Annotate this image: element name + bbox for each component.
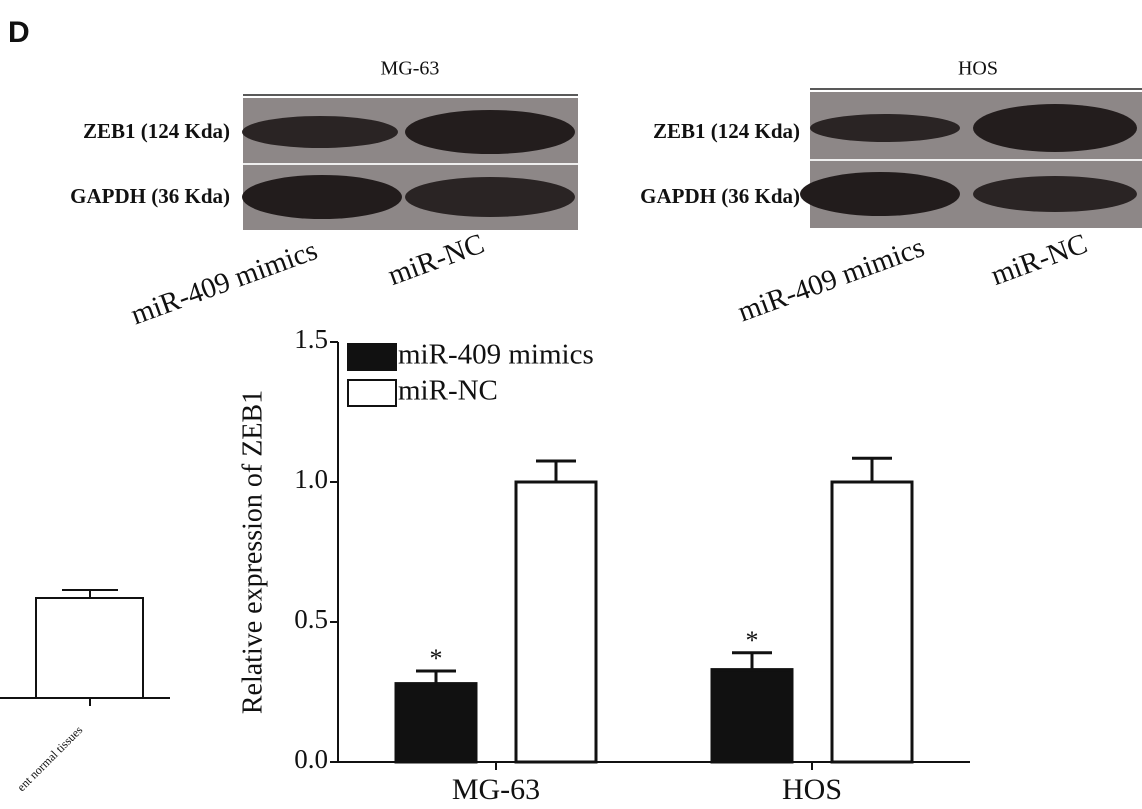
bar: [710, 668, 794, 764]
bar: [830, 480, 914, 764]
blot-image: [242, 94, 578, 230]
fragment-label: ent normal tissues: [14, 723, 85, 794]
bar: [514, 480, 598, 764]
blot-row-label: ZEB1 (124 Kda): [653, 119, 800, 143]
y-tick-label: 1.5: [294, 324, 328, 354]
blot-lane-label: miR-NC: [987, 228, 1092, 292]
x-tick-label: HOS: [782, 773, 842, 806]
x-tick-label: MG-63: [452, 773, 540, 806]
y-tick-label: 0.0: [294, 744, 328, 774]
y-tick-label: 0.5: [294, 604, 328, 634]
legend-swatch: [347, 379, 397, 407]
blot-lane-label: miR-409 mimics: [734, 231, 929, 328]
blot-lane-label: miR-NC: [384, 228, 489, 292]
blot-row-label: ZEB1 (124 Kda): [83, 119, 230, 143]
blot-row-label: GAPDH (36 Kda): [70, 184, 230, 208]
legend-label: miR-409 mimics: [398, 339, 594, 371]
significance: *: [430, 644, 443, 673]
legend-label: miR-NC: [398, 375, 498, 407]
legend-swatch: [347, 343, 397, 371]
blot-image: [800, 88, 1142, 228]
blot-lane-label: miR-409 mimics: [127, 234, 322, 331]
panel-label: D: [8, 16, 30, 49]
blot-row-label: GAPDH (36 Kda): [640, 184, 800, 208]
y-axis-label: Relative expression of ZEB1: [237, 390, 268, 714]
blot-title: HOS: [958, 58, 998, 80]
significance: *: [746, 626, 759, 655]
blot-title: MG-63: [381, 58, 440, 80]
bar: [394, 682, 478, 764]
fragment: [0, 589, 170, 706]
y-tick-label: 1.0: [294, 464, 328, 494]
